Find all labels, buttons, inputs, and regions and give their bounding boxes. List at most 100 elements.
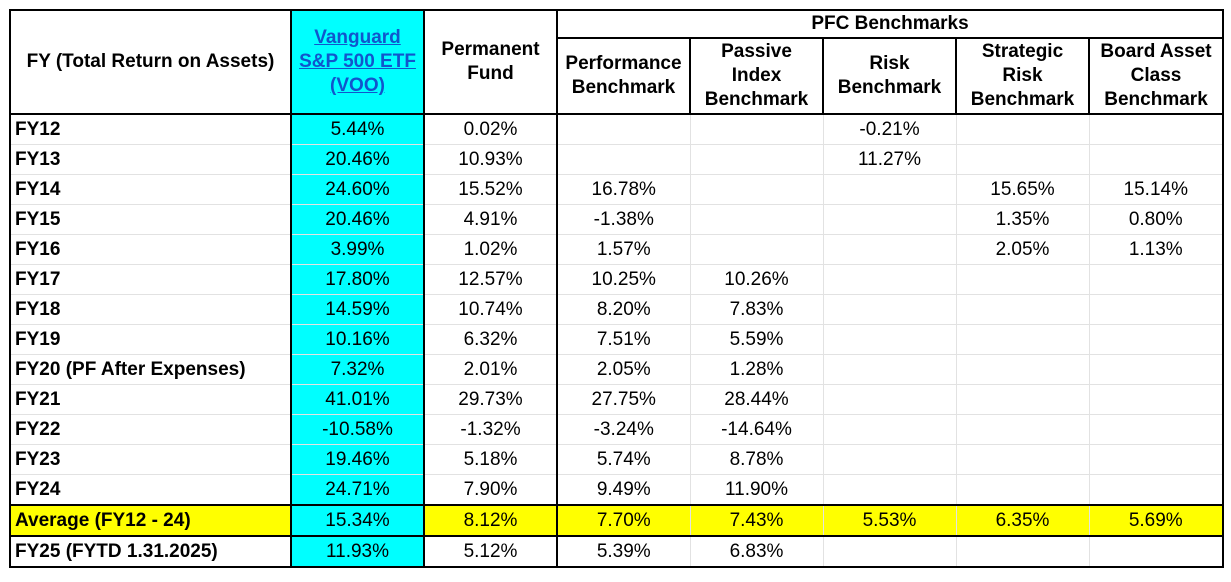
- cell-voo: 5.44%: [290, 114, 425, 145]
- cell-pf: 5.18%: [424, 444, 558, 475]
- board-header-line1: Board Asset: [1100, 41, 1212, 62]
- cell-fy: FY16: [9, 234, 292, 265]
- cell-pf: 4.91%: [424, 204, 558, 235]
- strat-header-line1: Strategic: [981, 41, 1064, 62]
- cell-pf: 8.12%: [424, 504, 558, 537]
- cell-fy: FY19: [9, 324, 292, 355]
- cell-strat: [956, 414, 1090, 445]
- pf-header-line1: Permanent: [441, 39, 540, 60]
- cell-board: 0.80%: [1089, 204, 1225, 235]
- cell-board: [1089, 324, 1225, 355]
- passive-index-benchmark-header: Passive Index Benchmark: [689, 37, 824, 115]
- cell-board: 15.14%: [1089, 174, 1225, 205]
- table-row: FY22 -10.58% -1.32% -3.24% -14.64%: [9, 414, 1225, 445]
- cell-perf: 7.70%: [557, 504, 691, 537]
- cell-voo: 20.46%: [290, 144, 425, 175]
- cell-strat: [956, 536, 1090, 568]
- cell-pf: 0.02%: [424, 114, 558, 145]
- cell-fy: FY20 (PF After Expenses): [9, 354, 292, 385]
- cell-voo: 10.16%: [290, 324, 425, 355]
- voo-column-header[interactable]: Vanguard S&P 500 ETF (VOO): [290, 9, 425, 115]
- cell-strat: [956, 114, 1090, 145]
- cell-passive: 1.28%: [690, 354, 824, 385]
- passive-header-line2: Index: [731, 65, 782, 86]
- cell-board: [1089, 294, 1225, 325]
- risk-header-line1: Risk: [869, 53, 910, 74]
- table-row: FY18 14.59% 10.74% 8.20% 7.83%: [9, 294, 1225, 325]
- cell-fy: FY22: [9, 414, 292, 445]
- table-row: FY17 17.80% 12.57% 10.25% 10.26%: [9, 264, 1225, 295]
- cell-risk: [823, 536, 957, 568]
- cell-pf: 15.52%: [424, 174, 558, 205]
- cell-passive: [690, 114, 824, 145]
- cell-pf: -1.32%: [424, 414, 558, 445]
- cell-strat: [956, 264, 1090, 295]
- fy-column-header: FY (Total Return on Assets): [9, 9, 292, 115]
- cell-strat: [956, 354, 1090, 385]
- cell-passive: [690, 144, 824, 175]
- table-row: FY19 10.16% 6.32% 7.51% 5.59%: [9, 324, 1225, 355]
- cell-perf: 2.05%: [557, 354, 691, 385]
- cell-passive: 7.43%: [690, 504, 824, 537]
- pfc-benchmarks-header: PFC Benchmarks: [555, 9, 1225, 39]
- cell-pf: 6.32%: [424, 324, 558, 355]
- cell-fy: FY23: [9, 444, 292, 475]
- cell-voo: 11.93%: [290, 536, 425, 568]
- strategic-risk-benchmark-header: Strategic Risk Benchmark: [955, 37, 1090, 115]
- cell-passive: [690, 174, 824, 205]
- board-header-line3: Benchmark: [1104, 89, 1208, 110]
- voo-header-line1: Vanguard: [314, 27, 401, 48]
- cell-board: [1089, 536, 1225, 568]
- voo-link[interactable]: Vanguard S&P 500 ETF (VOO): [299, 27, 416, 96]
- table-body: FY12 5.44% 0.02% -0.21% FY13 20.46% 10.93% 11.2…: [9, 114, 1225, 568]
- cell-risk: [823, 354, 957, 385]
- cell-perf: -1.38%: [557, 204, 691, 235]
- cell-voo: 15.34%: [290, 504, 425, 537]
- cell-fy: Average (FY12 - 24): [9, 504, 292, 537]
- cell-board: [1089, 264, 1225, 295]
- cell-fy: FY25 (FYTD 1.31.2025): [9, 536, 292, 568]
- cell-perf: 27.75%: [557, 384, 691, 415]
- cell-passive: 7.83%: [690, 294, 824, 325]
- cell-board: 1.13%: [1089, 234, 1225, 265]
- table-row: FY25 (FYTD 1.31.2025) 11.93% 5.12% 5.39% 6.8…: [9, 536, 1225, 568]
- table-row: FY13 20.46% 10.93% 11.27%: [9, 144, 1225, 175]
- cell-board: [1089, 384, 1225, 415]
- table-row: FY16 3.99% 1.02% 1.57% 2.05% 1.13%: [9, 234, 1225, 265]
- cell-risk: [823, 384, 957, 415]
- board-asset-class-benchmark-header: Board Asset Class Benchmark: [1087, 37, 1225, 115]
- risk-benchmark-header: Risk Benchmark: [822, 37, 957, 115]
- cell-board: [1089, 354, 1225, 385]
- cell-passive: 11.90%: [690, 474, 824, 506]
- cell-passive: [690, 204, 824, 235]
- table-row: FY23 19.46% 5.18% 5.74% 8.78%: [9, 444, 1225, 475]
- cell-fy: FY12: [9, 114, 292, 145]
- table-row: FY20 (PF After Expenses) 7.32% 2.01% 2.05% 1…: [9, 354, 1225, 385]
- cell-fy: FY13: [9, 144, 292, 175]
- risk-header-line2: Benchmark: [837, 77, 942, 98]
- voo-header-line2: S&P 500 ETF: [299, 51, 416, 72]
- cell-voo: 17.80%: [290, 264, 425, 295]
- cell-perf: 8.20%: [557, 294, 691, 325]
- cell-passive: 5.59%: [690, 324, 824, 355]
- cell-pf: 12.57%: [424, 264, 558, 295]
- cell-passive: 8.78%: [690, 444, 824, 475]
- cell-perf: -3.24%: [557, 414, 691, 445]
- cell-fy: FY14: [9, 174, 292, 205]
- cell-risk: 11.27%: [823, 144, 957, 175]
- cell-voo: 3.99%: [290, 234, 425, 265]
- cell-risk: [823, 444, 957, 475]
- cell-pf: 29.73%: [424, 384, 558, 415]
- cell-fy: FY15: [9, 204, 292, 235]
- table-row: FY14 24.60% 15.52% 16.78% 15.65% 15.14%: [9, 174, 1225, 205]
- table-row: FY21 41.01% 29.73% 27.75% 28.44%: [9, 384, 1225, 415]
- cell-voo: 41.01%: [290, 384, 425, 415]
- cell-voo: 19.46%: [290, 444, 425, 475]
- cell-voo: 24.60%: [290, 174, 425, 205]
- cell-fy: FY24: [9, 474, 292, 506]
- cell-risk: [823, 474, 957, 506]
- cell-risk: [823, 204, 957, 235]
- cell-pf: 10.93%: [424, 144, 558, 175]
- cell-passive: 28.44%: [690, 384, 824, 415]
- cell-strat: [956, 144, 1090, 175]
